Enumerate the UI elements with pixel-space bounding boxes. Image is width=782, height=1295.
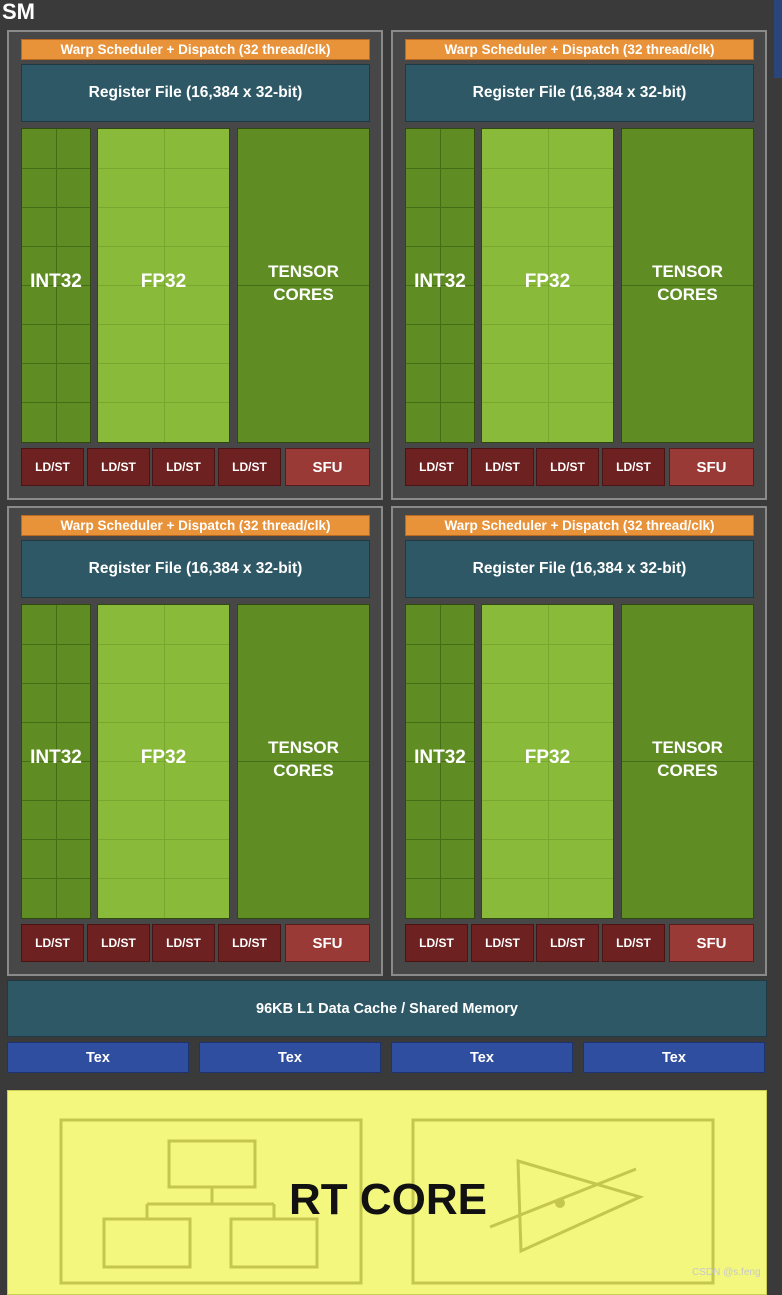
ldst-unit: LD/ST (87, 924, 150, 962)
int32-label: INT32 (414, 747, 466, 768)
ldst-unit: LD/ST (602, 924, 665, 962)
ldst-unit: LD/ST (471, 924, 534, 962)
ldst-unit: LD/ST (152, 448, 215, 486)
watermark: CSDN @s.feng (692, 1267, 761, 1278)
int32-cores: INT32 (21, 128, 91, 443)
int32-cores: INT32 (405, 128, 475, 443)
ldst-unit: LD/ST (218, 924, 281, 962)
tensor-label-line2: CORES (273, 285, 334, 304)
ldst-unit: LD/ST (87, 448, 150, 486)
tensor-label-line1: TENSOR (652, 738, 723, 757)
register-file: Register File (16,384 x 32-bit) (405, 540, 754, 598)
sfu-unit: SFU (669, 924, 754, 962)
ray-icon (489, 1167, 637, 1229)
bvh-left-node-icon (102, 1217, 192, 1269)
tensor-label-line1: TENSOR (268, 738, 339, 757)
ldst-unit: LD/ST (152, 924, 215, 962)
sm-title: SM (2, 0, 35, 24)
rt-core-block: RT CORE CSDN @s.feng (7, 1090, 767, 1295)
ldst-unit: LD/ST (536, 448, 599, 486)
tensor-cores: TENSOR CORES (621, 128, 754, 443)
tex-unit: Tex (199, 1042, 381, 1073)
sfu-unit: SFU (285, 924, 370, 962)
fp32-cores: FP32 (481, 604, 614, 919)
sfu-unit: SFU (285, 448, 370, 486)
sfu-unit: SFU (669, 448, 754, 486)
tensor-label-line2: CORES (657, 285, 718, 304)
ldst-unit: LD/ST (405, 924, 468, 962)
fp32-label: FP32 (524, 747, 571, 768)
edge-accent-bar (774, 0, 782, 78)
tex-unit: Tex (583, 1042, 765, 1073)
fp32-label: FP32 (524, 271, 571, 292)
warp-scheduler: Warp Scheduler + Dispatch (32 thread/clk… (405, 515, 754, 536)
register-file: Register File (16,384 x 32-bit) (21, 540, 370, 598)
register-file: Register File (16,384 x 32-bit) (405, 64, 754, 122)
tensor-cores: TENSOR CORES (237, 128, 370, 443)
ldst-unit: LD/ST (405, 448, 468, 486)
tensor-label-line1: TENSOR (268, 262, 339, 281)
int32-label: INT32 (414, 271, 466, 292)
ldst-unit: LD/ST (602, 448, 665, 486)
fp32-label: FP32 (140, 747, 187, 768)
intersection-panel-frame (411, 1118, 715, 1285)
ldst-unit: LD/ST (218, 448, 281, 486)
warp-scheduler: Warp Scheduler + Dispatch (32 thread/clk… (405, 39, 754, 60)
register-file: Register File (16,384 x 32-bit) (21, 64, 370, 122)
fp32-cores: FP32 (481, 128, 614, 443)
triangle-icon (516, 1158, 645, 1254)
fp32-cores: FP32 (97, 128, 230, 443)
ldst-unit: LD/ST (471, 448, 534, 486)
tensor-cores: TENSOR CORES (237, 604, 370, 919)
ldst-unit: LD/ST (536, 924, 599, 962)
fp32-label: FP32 (140, 271, 187, 292)
warp-scheduler: Warp Scheduler + Dispatch (32 thread/clk… (21, 39, 370, 60)
int32-label: INT32 (30, 747, 82, 768)
rt-core-label: RT CORE (289, 1175, 487, 1224)
int32-label: INT32 (30, 271, 82, 292)
bvh-right-node-icon (229, 1217, 319, 1269)
bvh-panel-frame (59, 1118, 363, 1285)
ldst-unit: LD/ST (21, 924, 84, 962)
tex-unit: Tex (7, 1042, 189, 1073)
warp-scheduler: Warp Scheduler + Dispatch (32 thread/clk… (21, 515, 370, 536)
tex-unit: Tex (391, 1042, 573, 1073)
tensor-label-line2: CORES (657, 761, 718, 780)
tensor-cores: TENSOR CORES (621, 604, 754, 919)
int32-cores: INT32 (405, 604, 475, 919)
ldst-unit: LD/ST (21, 448, 84, 486)
l1-data-cache: 96KB L1 Data Cache / Shared Memory (7, 980, 767, 1037)
rt-core-diagram-icon (59, 1118, 715, 1285)
hit-point-icon (555, 1198, 565, 1208)
tensor-label-line1: TENSOR (652, 262, 723, 281)
tensor-label-line2: CORES (273, 761, 334, 780)
fp32-cores: FP32 (97, 604, 230, 919)
int32-cores: INT32 (21, 604, 91, 919)
